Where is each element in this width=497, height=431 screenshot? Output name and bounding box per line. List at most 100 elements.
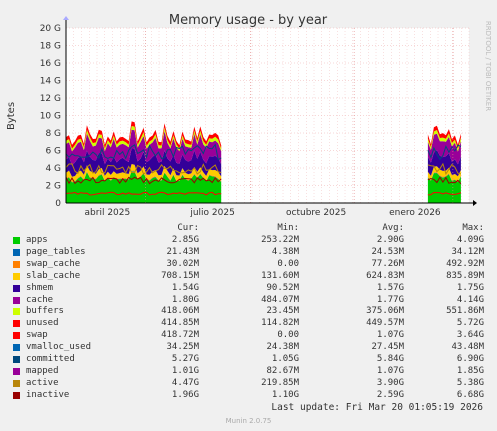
legend-header: Cur: Min: Avg: Max: (0, 222, 497, 234)
line-committed (65, 143, 222, 161)
legend-min-value: 24.38M (266, 342, 299, 353)
legend-name: mapped (26, 365, 59, 376)
legend-min-value: 131.60M (261, 270, 299, 281)
legend-max-value: 43.48M (451, 342, 484, 353)
legend-header-max: Max: (462, 223, 484, 233)
y-tick-label: 12 G (40, 94, 61, 104)
legend-row-cache: cache 1.80G 484.07M 1.77G 4.14G (0, 294, 497, 306)
legend-name: swap (26, 330, 48, 341)
legend-avg-value: 5.84G (376, 354, 404, 364)
legend-avg-value: 449.57M (366, 318, 404, 329)
y-tick-label: 8 G (45, 129, 61, 139)
legend-cur-value: 1.01G (171, 365, 199, 376)
munin-version: Munin 2.0.75 (225, 417, 272, 425)
legend-swatch (13, 248, 20, 256)
line-swap (65, 191, 222, 196)
legend-name: inactive (26, 389, 70, 400)
legend-max-value: 6.68G (456, 389, 484, 400)
legend-max-value: 3.64G (456, 330, 484, 341)
y-tick-label: 4 G (45, 164, 61, 174)
legend-max-value: 1.85G (456, 365, 484, 376)
legend-cur-value: 34.25M (166, 342, 199, 353)
legend-min-value: 90.52M (266, 282, 299, 293)
line-committed (427, 144, 462, 161)
x-tick-label: octubre 2025 (286, 208, 346, 218)
legend-swatch (13, 284, 20, 292)
legend-row-committed: committed 5.27G 1.05G 5.84G 6.90G (0, 353, 497, 365)
line-inactive (427, 176, 462, 185)
legend-max-value: 4.14G (456, 294, 484, 305)
y-tick-label: 14 G (40, 77, 61, 87)
legend-name: apps (26, 235, 48, 245)
legend-header-avg: Avg: (382, 223, 404, 233)
side-label: RRDTOOL / TOBI OETIKER (484, 21, 492, 111)
legend-max-value: 551.86M (446, 306, 484, 317)
y-tick-label: 0 (55, 199, 61, 209)
legend-avg-value: 1.57G (376, 282, 404, 293)
legend-swatch (13, 391, 20, 399)
y-tick-label: 16 G (40, 59, 61, 69)
legend-name: shmem (26, 282, 54, 293)
area-shmem (66, 148, 222, 177)
legend-max-value: 4.09G (456, 235, 484, 245)
legend-swatch (13, 237, 20, 244)
legend-min-value: 1.10G (271, 389, 299, 400)
last-update: Last update: Fri Mar 20 01:05:19 2026 (271, 402, 483, 413)
legend-swatch (13, 272, 20, 280)
legend-row-apps: apps 2.85G 253.22M 2.90G 4.09G (0, 234, 497, 246)
legend-swatch (13, 320, 20, 328)
legend-avg-value: 1.77G (376, 294, 404, 305)
legend-avg-value: 24.53M (371, 246, 404, 257)
x-tick-label: julio 2025 (189, 208, 234, 218)
legend-avg-value: 3.90G (376, 377, 404, 388)
legend-min-value: 4.38M (271, 246, 299, 257)
y-tick-label: 10 G (40, 112, 61, 122)
legend-avg-value: 77.26M (371, 258, 404, 269)
area-apps (427, 173, 461, 203)
legend-avg-value: 375.06M (366, 306, 404, 317)
area-cache (427, 133, 461, 165)
legend-cur-value: 418.72M (161, 330, 199, 341)
line-swap (427, 191, 462, 196)
y-axis-arrow (63, 16, 69, 20)
legend-max-value: 492.92M (446, 258, 484, 269)
legend-name: buffers (26, 306, 64, 317)
plot-area: 0 2 G 4 G 6 G 8 G 10 G 12 G 14 G 16 G 18 G 20 G abr… (40, 16, 477, 218)
legend-min-value: 23.45M (266, 306, 299, 317)
legend-row-buffers: buffers 418.06M 23.45M 375.06M 551.86M (0, 305, 497, 317)
legend-name: slab_cache (26, 270, 81, 281)
legend-header-min: Min: (277, 223, 299, 233)
legend-min-value: 1.05G (271, 354, 299, 364)
legend-cur-value: 1.80G (171, 294, 199, 305)
legend-name: unused (26, 318, 59, 329)
legend-max-value: 5.38G (456, 377, 484, 388)
legend-cur-value: 708.15M (161, 270, 199, 281)
legend-cur-value: 5.27G (171, 354, 199, 364)
legend-cur-value: 1.54G (171, 282, 199, 293)
legend-swatch (13, 308, 20, 316)
area-apps (66, 171, 222, 203)
legend-max-value: 5.72G (456, 318, 484, 329)
legend-cur-value: 418.06M (161, 306, 199, 317)
legend-row-slab_cache: slab_cache 708.15M 131.60M 624.83M 835.89M (0, 270, 497, 282)
legend-row-inactive: inactive 1.96G 1.10G 2.59G 6.68G (0, 389, 497, 401)
line-active (427, 162, 462, 175)
legend-max-value: 6.90G (456, 354, 484, 364)
legend-min-value: 253.22M (261, 235, 299, 245)
y-tick-label: 18 G (40, 42, 61, 52)
legend-cur-value: 4.47G (171, 377, 199, 388)
legend-swatch (13, 344, 20, 352)
legend-name: page_tables (26, 246, 86, 257)
y-tick-label: 6 G (45, 147, 61, 157)
legend-name: vmalloc_used (26, 342, 92, 353)
area-buffers (427, 130, 461, 152)
legend-row-mapped: mapped 1.01G 82.67M 1.07G 1.85G (0, 365, 497, 377)
legend-swatch (13, 260, 20, 268)
legend-avg-value: 2.59G (376, 389, 404, 400)
line-inactive (65, 176, 222, 185)
legend-name: cache (26, 294, 54, 305)
legend-row-page_tables: page_tables 21.43M 4.38M 24.53M 34.12M (0, 246, 497, 258)
legend-swatch (13, 367, 20, 375)
legend-min-value: 82.67M (266, 365, 299, 376)
